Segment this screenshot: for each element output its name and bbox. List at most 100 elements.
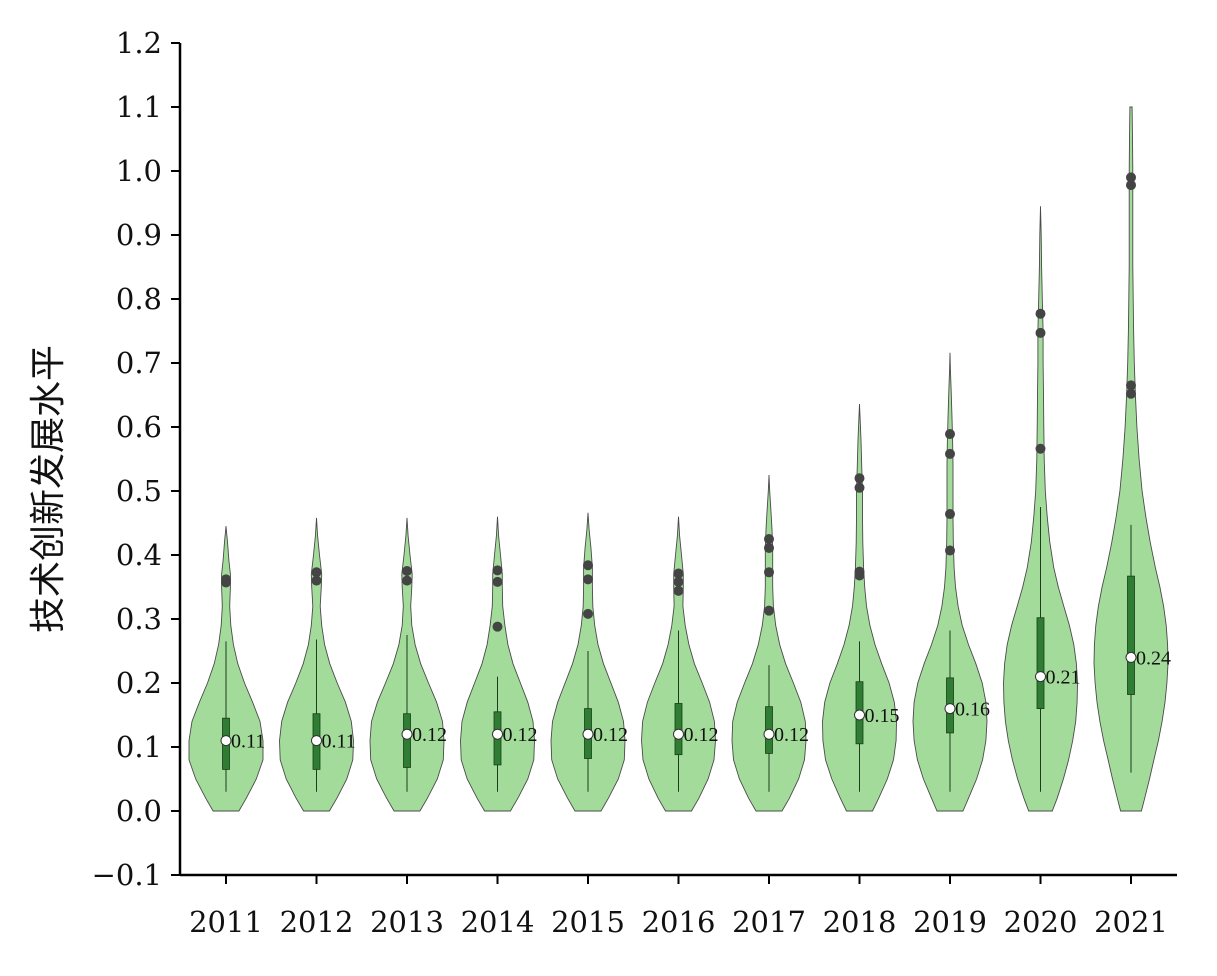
violin-body [731,474,807,812]
iqr-box [403,713,411,768]
y-tick-label: 0.7 [116,346,162,380]
violin-body [912,352,988,812]
median-point [401,728,413,740]
median-point [582,728,594,740]
violin-2016: 0.12 [641,516,719,812]
outlier-point [945,545,955,556]
violin-2021: 0.24 [1093,106,1171,812]
median-label: 0.21 [1046,667,1081,689]
outlier-point [311,567,322,578]
x-tick-label: 2019 [913,905,987,939]
x-tick-label: 2012 [280,905,354,939]
outlier-point [945,509,955,520]
plot-area: 0.11 0.11 0.12 0.12 0.12 0.12 0.12 0.15 0.16 0.21… [188,106,1171,812]
x-tick-label: 2015 [551,905,625,939]
median-point [220,735,232,747]
y-tick-label: 0.6 [116,410,162,444]
median-point [854,709,865,721]
median-point [492,728,503,740]
y-tick-label: 0.0 [116,794,162,828]
outlier-point [1126,388,1136,399]
outlier-point [492,576,503,587]
outlier-point [764,534,774,544]
x-tick-label: 2018 [823,905,897,939]
median-label: 0.11 [231,731,265,753]
outlier-point [492,621,503,632]
median-label: 0.12 [503,724,538,746]
violin-2012: 0.11 [279,517,356,812]
outlier-point [764,542,774,553]
y-tick-label: 0.3 [116,602,162,636]
median-label: 0.24 [1136,647,1171,669]
y-tick-label: 1.0 [116,154,162,188]
violin-2011: 0.11 [188,526,265,812]
y-tick-label: 0.2 [116,666,162,700]
violin-body [1093,106,1169,812]
y-tick-label: 0.4 [116,538,162,572]
violin-2015: 0.12 [550,512,628,812]
median-point [673,728,684,740]
outlier-point [945,448,955,459]
outlier-point [402,566,412,576]
outlier-point [221,574,231,585]
outlier-point [764,567,774,578]
median-label: 0.12 [593,724,628,746]
outlier-point [945,429,955,440]
y-tick-label: 1.1 [116,90,162,124]
violin-body [460,516,535,812]
y-axis-label: 技术创新发展水平 [28,345,69,633]
violin-2020: 0.21 [1003,206,1081,812]
y-tick-label: 0.5 [116,474,162,508]
median-point [763,728,775,740]
outlier-point [1126,180,1136,191]
y-tick-label: −0.1 [92,858,162,892]
outlier-point [583,608,593,619]
median-point [1035,671,1046,683]
y-tick-label: 1.2 [116,26,162,60]
x-tick-label: 2020 [1004,905,1078,939]
outlier-point [1035,327,1046,338]
median-label: 0.16 [955,699,990,721]
iqr-box [1127,575,1135,695]
x-ticks: 2011 2012 2013 2014 2015 2016 2017 2018 2019 2020… [189,875,1168,939]
median-label: 0.12 [684,724,719,746]
violin-2018: 0.15 [822,403,900,812]
outlier-point [1126,172,1136,183]
outlier-point [1126,380,1136,391]
violin-2013: 0.12 [369,517,447,812]
outlier-point [673,585,684,596]
x-tick-label: 2014 [461,905,535,939]
outlier-point [1035,443,1046,454]
y-ticks: −0.1 0.0 0.1 0.2 0.3 0.4 0.5 0.6 0.7 0.8 0.9 1.0 1.1… [92,26,180,892]
x-tick-label: 2011 [189,905,263,939]
outlier-point [673,576,684,587]
outlier-point [1035,308,1046,319]
y-tick-label: 0.1 [116,730,162,764]
median-label: 0.15 [865,705,900,727]
violin-body [822,403,897,812]
outlier-point [583,560,593,571]
outlier-point [673,568,684,579]
x-tick-label: 2016 [642,905,716,939]
median-point [1125,651,1137,663]
iqr-box [1036,617,1045,709]
violin-2014: 0.12 [460,516,538,812]
violin-2017: 0.12 [731,474,809,812]
outlier-point [854,566,865,577]
outlier-point [583,574,593,585]
outlier-point [311,575,322,586]
outlier-point [854,473,865,484]
median-point [944,703,956,715]
median-label: 0.12 [774,724,809,746]
median-label: 0.11 [322,731,356,753]
outlier-point [764,605,774,616]
violin-2019: 0.16 [912,352,990,812]
outlier-point [854,482,865,493]
x-tick-label: 2021 [1094,905,1168,939]
y-tick-label: 0.8 [116,282,162,316]
x-tick-label: 2017 [732,905,806,939]
y-tick-label: 0.9 [116,218,162,252]
x-tick-label: 2013 [370,905,444,939]
outlier-point [402,575,412,586]
